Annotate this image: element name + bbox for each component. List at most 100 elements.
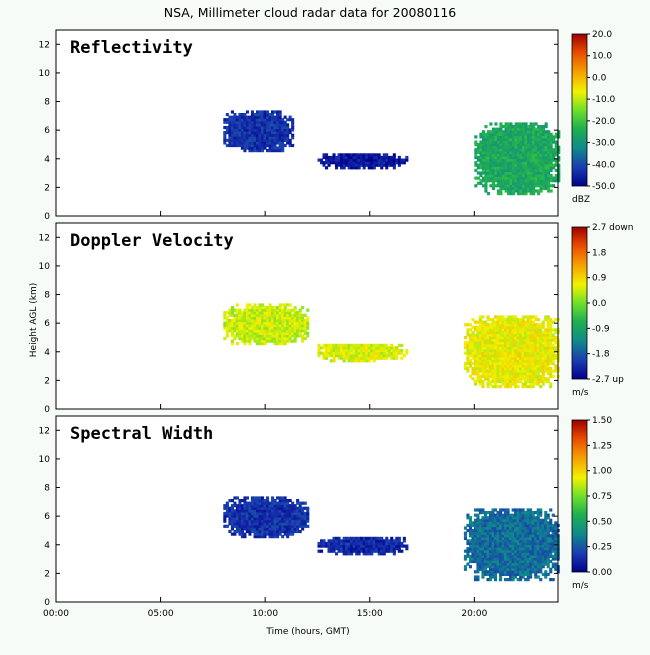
panel-0-echo-2-cell	[522, 161, 526, 165]
panel-2-echo-2-cell	[521, 562, 525, 566]
panel-2-echo-2-cell	[478, 511, 482, 515]
panel-1-echo-2-cell	[536, 330, 540, 335]
panel-2-echo-1-cell	[395, 539, 399, 543]
panel-1-echo-1-cell	[387, 346, 391, 350]
panel-1-echo-0-cell	[273, 318, 277, 323]
panel-2-echo-1-cell	[327, 547, 331, 551]
panel-1-echo-2-cell	[473, 341, 477, 345]
panel-2-echo-0-cell	[263, 504, 267, 508]
panel-0-echo-0-cell	[253, 131, 257, 135]
panel-2-echo-0-cell	[271, 501, 275, 505]
panel-0-echo-2-cell	[522, 148, 526, 152]
panel-0-echo-2-cell	[524, 140, 528, 144]
panel-1-echo-2-cell	[524, 369, 528, 373]
panel-2-echo-2-cell	[541, 565, 545, 569]
panel-0-echo-2-cell	[486, 173, 490, 178]
panel-0-echo-2-cell	[522, 179, 526, 183]
panel-2-echo-1-cell	[385, 539, 389, 543]
panel-2-echo-2-cell	[546, 523, 550, 528]
panel-2-echo-0-cell	[288, 532, 292, 536]
panel-0-echo-1-cell	[360, 155, 364, 160]
panel-1-echo-2-cell	[501, 338, 505, 342]
panel-1-echo-0-cell	[263, 326, 267, 330]
panel-1-echo-1-cell	[362, 346, 366, 350]
panel-2-echo-2-cell	[471, 557, 475, 561]
panel-2-echo-1-cell	[385, 541, 389, 546]
panel-1-echo-2-cell	[471, 377, 475, 381]
panel-1-echo-2-cell	[544, 351, 548, 355]
panel-1-echo-2-cell	[534, 364, 538, 368]
panel-2-echo-2-cell	[546, 534, 550, 538]
panel-0-echo-2-cell	[532, 163, 536, 167]
panel-2-echo-1-cell	[352, 547, 356, 551]
panel-0-echo-2-cell	[499, 125, 503, 129]
panel-2-echo-0-cell	[261, 514, 265, 518]
panel-0-echo-2-cell	[537, 181, 541, 185]
panel-0-echo-2-cell	[519, 158, 523, 162]
panel-2-echo-2-cell	[551, 565, 555, 569]
panel-2-echo-2-cell	[524, 541, 528, 546]
panel-1-echo-2-cell	[536, 379, 540, 383]
panel-1-echo-2-cell	[496, 385, 500, 389]
panel-1-echo-0-cell	[245, 334, 249, 338]
panel-2-echo-0-cell	[263, 529, 267, 534]
panel-1-echo-0-cell	[291, 321, 295, 325]
panel-1-echo-2-cell	[466, 356, 470, 360]
panel-0-echo-1-cell	[375, 155, 379, 160]
panel-2-echo-2-cell	[534, 562, 538, 566]
panel-2-echo-0-cell	[243, 511, 247, 516]
panel-1-echo-0-cell	[256, 308, 260, 312]
panel-1-echo-0-cell	[250, 316, 254, 320]
panel-1-echo-2-cell	[484, 364, 488, 368]
panel-2-echo-2-cell	[489, 559, 493, 564]
panel-0-echo-2-cell	[517, 181, 521, 185]
panel-2-echo-2-cell	[506, 552, 510, 556]
panel-1-echo-0-cell	[245, 313, 249, 317]
panel-0-echo-0-cell	[240, 113, 244, 117]
panel-2-echo-2-cell	[519, 575, 523, 579]
panel-0-echo-2-cell	[522, 176, 526, 180]
panel-2-echo-2-cell	[541, 544, 545, 548]
panel-0-echo-2-cell	[484, 173, 488, 178]
panel-1-echo-2-cell	[539, 323, 543, 327]
panel-0-echo-1-cell	[385, 158, 389, 162]
panel-2-echo-0-cell	[238, 504, 242, 508]
panel-2-echo-2-cell	[496, 565, 500, 569]
panel-0-echo-0-cell	[281, 123, 285, 127]
panel-0-echo-2-cell	[527, 189, 531, 193]
panel-0-echo-2-cell	[504, 179, 508, 183]
panel-0-echo-0-cell	[258, 149, 262, 153]
panel-0-echo-2-cell	[539, 181, 543, 185]
panel-1-echo-2-cell	[511, 348, 515, 353]
panel-1-echo-1-cell	[375, 343, 379, 347]
panel-2-echo-2-cell	[534, 531, 538, 535]
panel-2-echo-2-cell	[516, 531, 520, 535]
panel-2-echo-2-cell	[473, 570, 477, 574]
panel-2-echo-2-cell	[509, 518, 513, 522]
panel-2-echo-0-cell	[250, 519, 254, 523]
panel-2-echo-2-cell	[489, 552, 493, 556]
panel-1-echo-2-cell	[539, 351, 543, 355]
panel-1-echo-1-cell	[385, 356, 389, 360]
panel-2-echo-2-cell	[491, 565, 495, 569]
panel-2-echo-2-cell	[501, 572, 505, 576]
panel-0-echo-2-cell	[501, 143, 505, 147]
panel-1-echo-2-cell	[471, 330, 475, 335]
panel-0-echo-2-cell	[547, 186, 551, 190]
panel-0-echo-0	[223, 110, 295, 153]
panel-0-echo-2-cell	[479, 158, 483, 162]
panel-2-echo-0-cell	[253, 535, 257, 539]
panel-0-echo-0-cell	[256, 146, 260, 150]
panel-2-echo-0-cell	[293, 514, 297, 518]
panel-1-echo-2-cell	[514, 315, 518, 319]
panel-2-echo-2-cell	[501, 529, 505, 533]
panel-1-echo-2-cell	[481, 323, 485, 327]
panel-0-echo-0-cell	[271, 131, 275, 135]
panel-1-echo-2-cell	[524, 341, 528, 345]
panel-0-echo-2-cell	[507, 192, 511, 196]
panel-0-echo-0-cell	[291, 118, 295, 122]
panel-0-echo-2-cell	[537, 161, 541, 165]
panel-2-echo-0-cell	[288, 506, 292, 510]
panel-0-echo-2-cell	[539, 171, 543, 175]
panel-1-echo-0-cell	[261, 331, 265, 335]
